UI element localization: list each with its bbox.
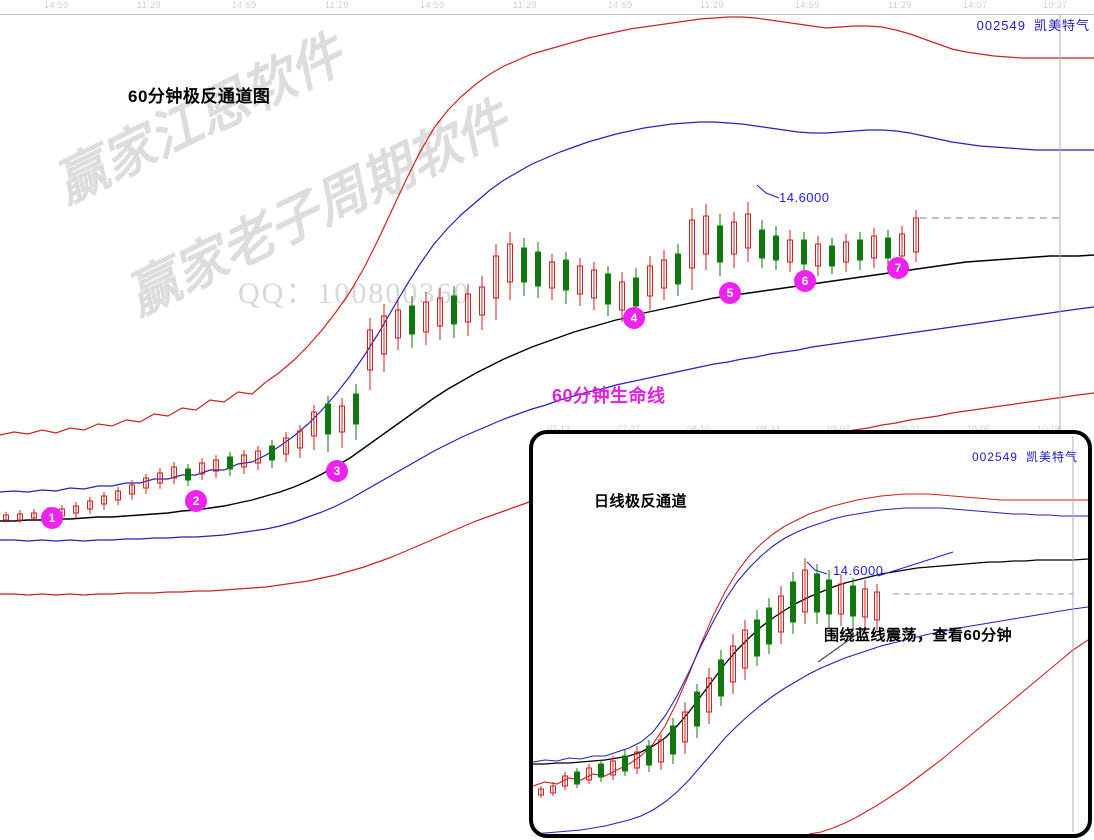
date-tick: 07-12	[547, 424, 571, 434]
band-inner-lower-line	[0, 306, 1094, 542]
inset-chart-canvas	[533, 436, 1088, 834]
time-tick: 11:29	[137, 0, 161, 10]
mid-life-line	[0, 254, 1094, 522]
watermark-qq: QQ：100800360	[238, 277, 471, 310]
inset-symbol-name: 凯美特气	[1025, 450, 1078, 464]
candlestick-series	[3, 202, 919, 523]
inset-chart-title: 日线极反通道	[594, 493, 688, 510]
main-chart-plot	[0, 14, 1094, 596]
time-tick: 14:59	[44, 0, 69, 10]
time-tick: 11:29	[513, 0, 537, 10]
inset-price-callout: 14.6000	[833, 563, 884, 578]
time-tick: 14:59	[420, 0, 445, 10]
inset-candlestick-series	[538, 558, 880, 798]
marker-7[interactable]: 7	[887, 257, 909, 279]
inset-band-inner-lower	[533, 606, 1088, 834]
time-tick: 10:37	[1043, 0, 1068, 10]
inset-note-pointer	[817, 629, 864, 663]
time-tick: 14:59	[608, 0, 633, 10]
date-tick: 10-05	[967, 424, 991, 434]
time-tick: 14:07	[963, 0, 988, 10]
price-callout-leader	[756, 184, 780, 199]
band-outer-upper-line	[0, 16, 1094, 436]
inset-daily-chart-panel[interactable]: 002549 凯美特气	[529, 430, 1092, 838]
date-tick: 08-24	[757, 424, 781, 434]
inset-annotation-note: 围绕蓝线震荡，查看60分钟	[824, 627, 1013, 644]
symbol-code: 002549	[976, 18, 1026, 33]
symbol-name: 凯美特气	[1033, 18, 1090, 33]
date-tick: 10-19	[1037, 424, 1061, 434]
time-tick: 11:29	[700, 0, 724, 10]
main-time-axis: 14:59 11:29 14:59 11:29 14:59 11:29 14:5…	[0, 0, 1094, 15]
inset-mid-line	[533, 558, 1088, 765]
marker-6[interactable]: 6	[794, 270, 816, 292]
time-tick: 14:59	[232, 0, 257, 10]
inset-price-callout-leader	[806, 561, 828, 575]
date-tick: 09-07	[827, 424, 851, 434]
inset-date-axis: 07-12 07-27 08-10 08-24 09-07 09-21 10-0…	[529, 424, 1094, 436]
time-tick: 11:29	[325, 0, 349, 10]
inset-symbol-code: 002549	[971, 450, 1018, 464]
marker-2[interactable]: 2	[185, 490, 207, 512]
marker-3[interactable]: 3	[326, 460, 348, 482]
symbol-label: 002549 凯美特气	[977, 15, 1090, 34]
time-tick: 14:59	[795, 0, 820, 10]
marker-5[interactable]: 5	[719, 282, 741, 304]
marker-1[interactable]: 1	[41, 507, 63, 529]
inset-symbol-label: 002549 凯美特气	[972, 448, 1078, 465]
inset-note-leader	[877, 551, 954, 577]
date-tick: 09-21	[897, 424, 921, 434]
time-tick: 11:29	[888, 0, 912, 10]
marker-4[interactable]: 4	[623, 307, 645, 329]
band-inner-upper-line	[0, 121, 1094, 493]
date-tick: 08-10	[687, 424, 711, 434]
inset-band-inner-upper	[533, 507, 1088, 763]
main-price-callout: 14.6000	[779, 190, 830, 205]
inset-band-outer-lower	[808, 639, 1088, 834]
date-tick: 07-27	[617, 424, 641, 434]
life-line-label: 60分钟生命线	[552, 386, 666, 406]
main-chart-title: 60分钟极反通道图	[128, 87, 271, 106]
